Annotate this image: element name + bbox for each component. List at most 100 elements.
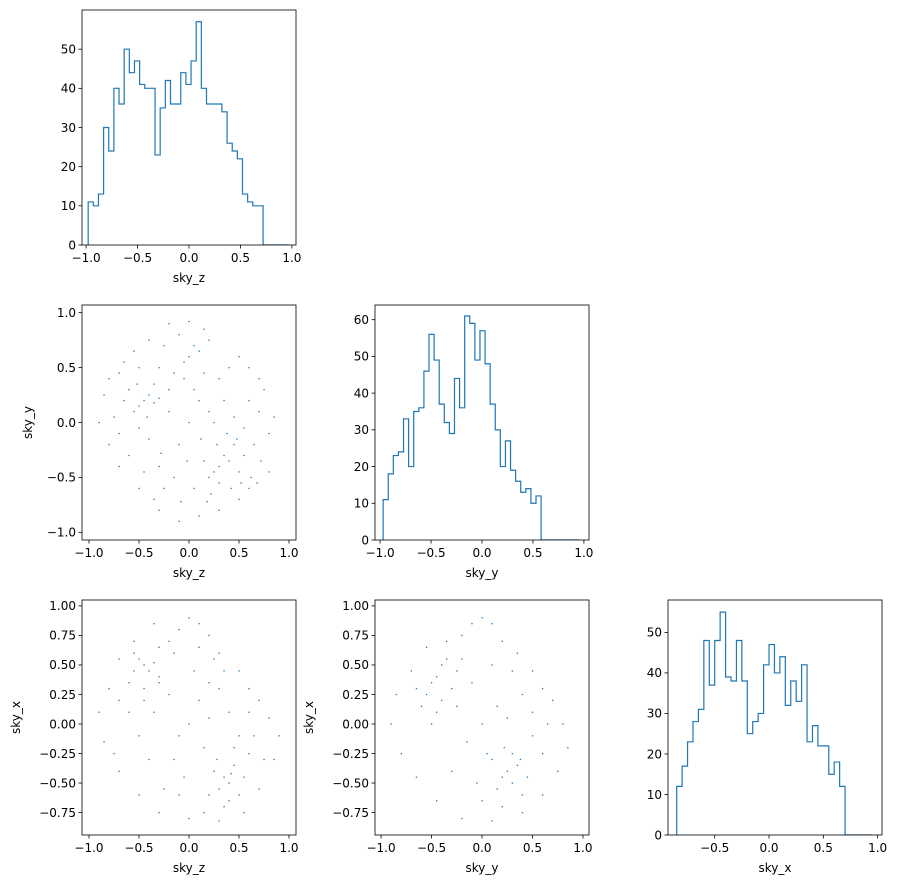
scatter-point (133, 410, 135, 413)
scatter-point (521, 693, 524, 696)
scatter-point (208, 717, 210, 719)
plot-area (390, 617, 569, 822)
scatter-point (511, 752, 513, 755)
scatter-point (415, 687, 418, 690)
scatter-point (203, 460, 205, 462)
x-axis-label: sky_y (466, 566, 499, 580)
histogram-bin (490, 404, 495, 540)
x-tick-label: 0.5 (229, 841, 248, 855)
x-tick-label: −0.5 (124, 546, 153, 560)
scatter-point (238, 794, 240, 796)
scatter-point (435, 711, 438, 713)
plot-area (87, 21, 289, 245)
histogram-bin (736, 641, 741, 835)
scatter-point (441, 664, 443, 666)
scatter-point (158, 509, 160, 512)
scatter-point (456, 670, 458, 672)
histogram-bin (454, 378, 459, 540)
scatter-point (138, 658, 140, 660)
scatter-point (168, 693, 170, 696)
scatter-point (521, 794, 524, 796)
scatter-point (233, 747, 235, 749)
scatter-point (146, 416, 148, 418)
scatter-point (531, 670, 534, 672)
histogram-bin (774, 673, 779, 835)
scatter-point (198, 515, 200, 517)
scatter-point (481, 723, 483, 725)
scatter-point (511, 782, 513, 784)
x-tick-label: −0.5 (124, 841, 153, 855)
scatter-point (168, 323, 170, 325)
histogram-bin (531, 503, 536, 540)
x-tick-label: 0.0 (759, 841, 778, 855)
histogram-bin (237, 159, 242, 245)
scatter-point (198, 399, 200, 402)
plot-area (382, 315, 580, 540)
scatter-point (148, 670, 150, 672)
histogram-bin (709, 685, 714, 835)
x-tick-label: 0.0 (179, 841, 198, 855)
histogram-bin (753, 722, 758, 835)
plot-area (676, 611, 873, 835)
x-axis-label: sky_x (759, 861, 792, 875)
y-tick-label: −0.75 (332, 806, 369, 820)
scatter-point (218, 687, 220, 690)
scatter-point (562, 723, 564, 725)
axes-frame (374, 599, 590, 836)
histogram-bin (109, 151, 114, 245)
scatter-point (180, 500, 182, 503)
histogram-bin (747, 734, 752, 835)
scatter-point (173, 372, 175, 374)
y-tick-label: 1.00 (49, 599, 76, 613)
scatter-point (228, 460, 230, 462)
panel-1: −1.0 −0.5 0.0 0.5 1.0 −1.0 −0.5 0.0 0.5 1.0 sky_z s… (21, 304, 299, 580)
scatter-point (226, 432, 228, 435)
scatter-point (503, 747, 505, 749)
scatter-point (103, 394, 105, 396)
scatter-point (118, 770, 120, 772)
scatter-point (118, 699, 120, 702)
scatter-point (193, 345, 195, 347)
histogram-bin (232, 151, 237, 245)
histogram-bin (409, 467, 414, 540)
scatter-point (208, 410, 210, 413)
histogram-bin (791, 681, 796, 835)
scatter-point (258, 699, 260, 702)
scatter-point (273, 758, 275, 761)
scatter-point (243, 454, 245, 457)
histogram-bin (475, 360, 480, 540)
histogram-bin (704, 641, 709, 835)
x-tick-label: −0.5 (700, 841, 729, 855)
scatter-point (253, 735, 255, 737)
histogram-bin (780, 657, 785, 835)
histogram-bin (419, 408, 424, 540)
histogram-bin (253, 206, 258, 245)
scatter-point (481, 800, 483, 802)
scatter-point (143, 699, 145, 702)
y-tick-label: 0.75 (342, 629, 369, 643)
plot-area (98, 320, 275, 523)
scatter-point (238, 356, 240, 358)
scatter-point (193, 670, 195, 672)
y-tick-label: 0.75 (49, 629, 76, 643)
histogram-bin (726, 677, 731, 835)
histogram-bin (731, 681, 736, 835)
scatter-point (153, 383, 155, 385)
scatter-point (521, 811, 524, 814)
histogram-bin (388, 474, 393, 540)
scatter-point (158, 811, 160, 814)
scatter-point (230, 487, 232, 490)
scatter-point (148, 339, 150, 341)
scatter-point (230, 772, 232, 775)
scatter-point (511, 670, 513, 672)
scatter-point (198, 623, 200, 625)
histogram-bin (460, 408, 465, 540)
scatter-point (173, 652, 175, 654)
scatter-point (461, 634, 463, 637)
scatter-point (178, 794, 180, 796)
y-axis-label: sky_x (302, 701, 316, 734)
scatter-point (435, 800, 438, 802)
histogram-bin (698, 709, 703, 835)
scatter-point (153, 402, 155, 404)
scatter-point (188, 356, 190, 358)
